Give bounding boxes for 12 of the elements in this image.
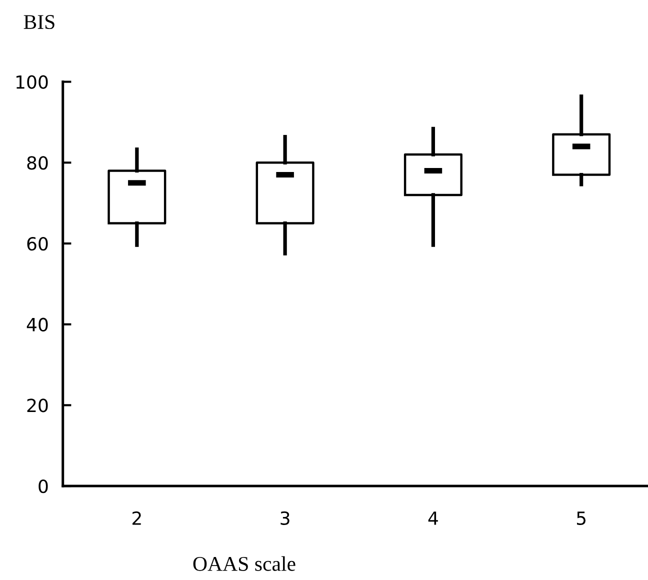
x-tick-label: 5 bbox=[576, 512, 586, 526]
x-tick-label: 3 bbox=[280, 511, 290, 526]
y-axis-title: BIS bbox=[24, 15, 54, 30]
y-tick-label: 20 bbox=[27, 398, 48, 412]
x-axis-title: OAAS scale bbox=[193, 556, 296, 571]
y-tick-label: 60 bbox=[27, 236, 48, 251]
y-tick-label: 100 bbox=[16, 75, 48, 89]
y-tick-label: 40 bbox=[26, 318, 48, 332]
x-tick-label: 2 bbox=[132, 511, 141, 525]
y-tick-label: 0 bbox=[38, 480, 48, 494]
x-tick-label: 4 bbox=[428, 512, 438, 525]
y-tick-label: 80 bbox=[27, 156, 48, 170]
